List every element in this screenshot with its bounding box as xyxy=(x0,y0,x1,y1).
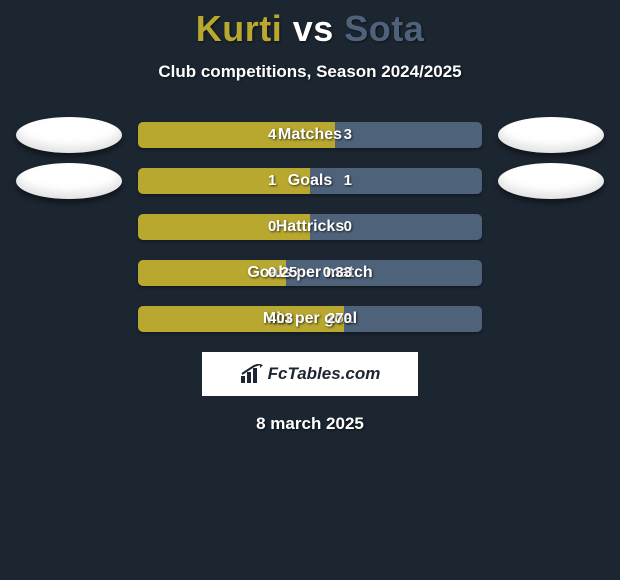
date: 8 march 2025 xyxy=(0,414,620,434)
bar-right xyxy=(286,260,482,286)
player1-thumb xyxy=(16,117,122,153)
bar-left xyxy=(138,260,286,286)
stat-row: Goals11 xyxy=(20,168,600,194)
player2-thumb xyxy=(498,163,604,199)
bar-track xyxy=(138,260,482,286)
bar-left xyxy=(138,214,310,240)
bar-holder: Goals per match0.250.33 xyxy=(138,260,482,286)
bar-track xyxy=(138,168,482,194)
bar-track xyxy=(138,306,482,332)
bar-holder: Min per goal403270 xyxy=(138,306,482,332)
chart-icon xyxy=(240,364,264,384)
bar-left xyxy=(138,306,344,332)
vs-text: vs xyxy=(293,8,334,49)
stats-container: Matches43 Goals11 Hattricks00 Goals per mat… xyxy=(20,122,600,332)
bar-right xyxy=(310,214,482,240)
bar-holder: Goals11 xyxy=(138,168,482,194)
stat-row: Min per goal403270 xyxy=(20,306,600,332)
bar-left xyxy=(138,168,310,194)
player1-name: Kurti xyxy=(196,8,283,49)
bar-holder: Hattricks00 xyxy=(138,214,482,240)
bar-right xyxy=(344,306,482,332)
stat-row: Matches43 xyxy=(20,122,600,148)
bar-right xyxy=(335,122,482,148)
bar-track xyxy=(138,122,482,148)
watermark-text: FcTables.com xyxy=(268,364,381,384)
bar-track xyxy=(138,214,482,240)
subtitle: Club competitions, Season 2024/2025 xyxy=(0,62,620,82)
stat-row: Hattricks00 xyxy=(20,214,600,240)
player1-thumb xyxy=(16,163,122,199)
bar-right xyxy=(310,168,482,194)
bar-left xyxy=(138,122,335,148)
watermark: FcTables.com xyxy=(202,352,418,396)
player2-thumb xyxy=(498,117,604,153)
bar-holder: Matches43 xyxy=(138,122,482,148)
stat-row: Goals per match0.250.33 xyxy=(20,260,600,286)
page-title: Kurti vs Sota xyxy=(0,0,620,50)
player2-name: Sota xyxy=(344,8,424,49)
